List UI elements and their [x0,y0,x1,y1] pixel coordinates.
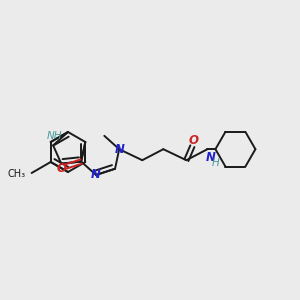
Text: O: O [188,134,198,147]
Text: N: N [91,168,101,182]
Text: NH: NH [46,131,62,141]
Text: CH₃: CH₃ [8,169,26,179]
Text: N: N [206,151,215,164]
Text: O: O [56,162,66,175]
Text: N: N [114,143,124,156]
Text: H: H [212,158,219,168]
